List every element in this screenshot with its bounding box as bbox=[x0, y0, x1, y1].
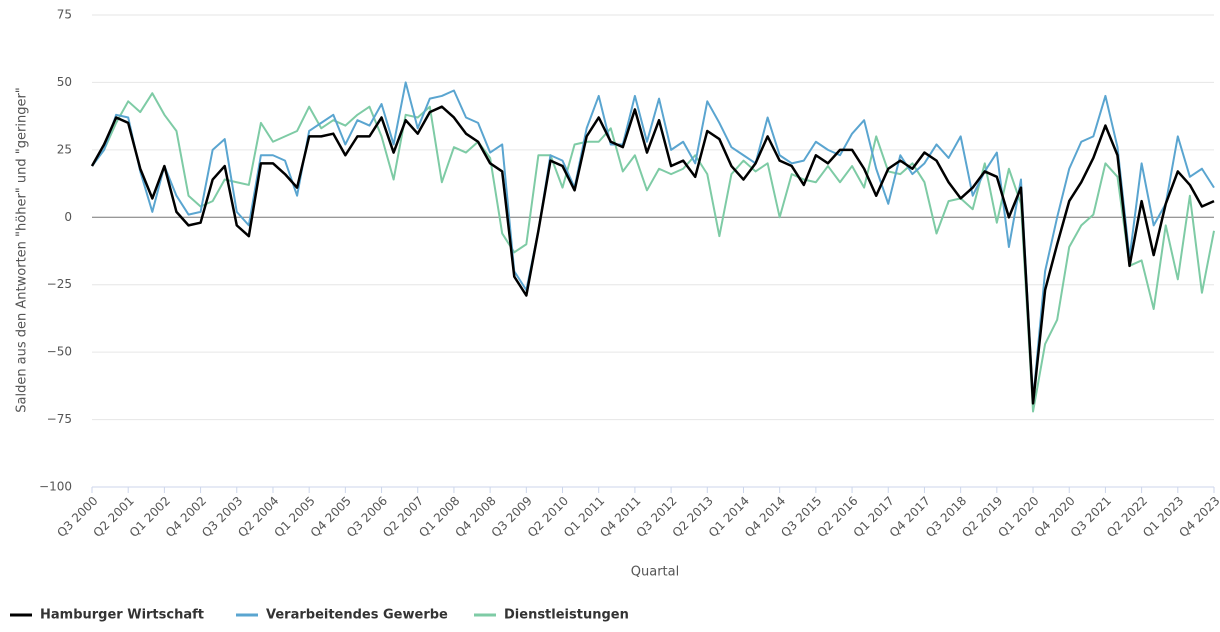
y-tick-label: −50 bbox=[47, 345, 72, 359]
y-tick-label: 0 bbox=[64, 210, 72, 224]
legend-label: Dienstleistungen bbox=[504, 608, 629, 623]
y-tick-label: 50 bbox=[57, 75, 72, 89]
y-tick-label: 75 bbox=[57, 8, 72, 22]
y-tick-label: −75 bbox=[47, 412, 72, 426]
legend-label: Hamburger Wirtschaft bbox=[40, 608, 204, 623]
series-line bbox=[91, 92, 1215, 413]
y-axis-title: Salden aus den Antworten "höher" und "ge… bbox=[15, 87, 30, 413]
y-tick-label: −100 bbox=[39, 480, 72, 494]
legend-label: Verarbeitendes Gewerbe bbox=[266, 608, 448, 623]
y-tick-label: 25 bbox=[57, 142, 72, 156]
x-axis-title: Quartal bbox=[631, 565, 679, 580]
series-line bbox=[90, 105, 1215, 405]
y-tick-label: −25 bbox=[47, 277, 72, 291]
